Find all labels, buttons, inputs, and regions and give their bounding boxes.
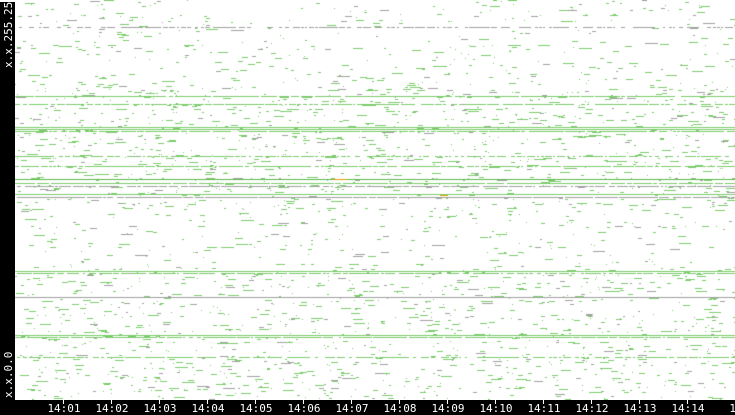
x-tick-label: 14:01 [47, 402, 81, 415]
x-tick-label: 14:10 [479, 402, 513, 415]
x-tick [687, 400, 688, 404]
x-tick [447, 400, 448, 404]
x-tick-label: 14 [729, 402, 735, 415]
x-tick-label: 14:14 [671, 402, 705, 415]
x-tick-label: 14:13 [623, 402, 657, 415]
x-tick-label: 14:03 [143, 402, 177, 415]
x-tick [351, 400, 352, 404]
x-tick-label: 14:05 [239, 402, 273, 415]
x-tick [111, 400, 112, 404]
x-tick-label: 14:09 [431, 402, 465, 415]
x-tick [255, 400, 256, 404]
x-tick-label: 14:12 [575, 402, 609, 415]
y-axis-top-label: x.x.255.255 [2, 0, 15, 68]
x-tick-label: 14:04 [191, 402, 225, 415]
x-tick [543, 400, 544, 404]
x-tick [639, 400, 640, 404]
x-tick [63, 400, 64, 404]
x-tick [207, 400, 208, 404]
x-tick-label: 14:06 [287, 402, 321, 415]
x-tick-label: 14:07 [335, 402, 369, 415]
x-tick [399, 400, 400, 404]
traffic-plot[interactable] [15, 0, 735, 400]
x-tick-label: 14:08 [383, 402, 417, 415]
x-tick-label: 14:02 [95, 402, 129, 415]
x-tick [159, 400, 160, 404]
x-tick-label: 14:11 [527, 402, 561, 415]
y-axis: x.x.255.255 x.x.0.0 [0, 0, 15, 400]
x-axis: 14:01 14:02 14:03 14:04 14:05 14:06 14:07 14:08… [15, 400, 735, 415]
x-tick [495, 400, 496, 404]
y-axis-top-marker [0, 0, 15, 2]
x-tick [303, 400, 304, 404]
y-axis-bottom-label: x.x.0.0 [2, 351, 15, 398]
x-tick [591, 400, 592, 404]
